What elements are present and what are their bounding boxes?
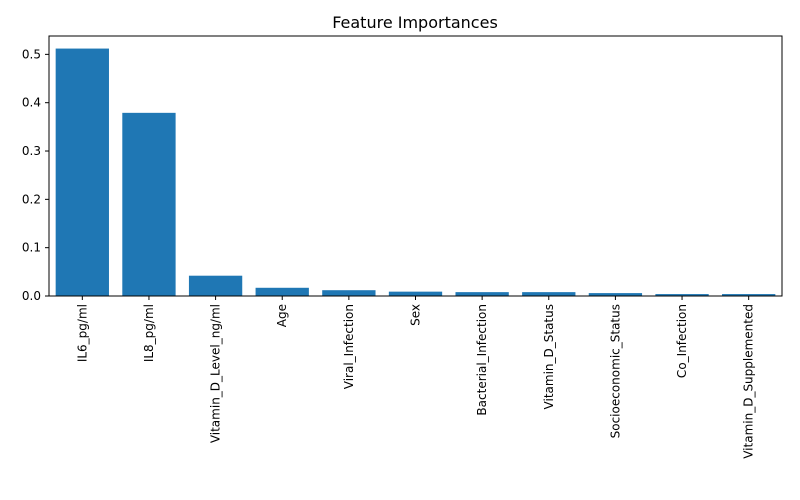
y-tick-label: 0.1 <box>22 241 41 255</box>
x-tick-label: Viral_Infection <box>342 304 356 389</box>
bar-7 <box>522 292 576 296</box>
bar-5 <box>388 291 443 296</box>
y-axis: 0.0 0.1 0.2 0.3 0.4 0.5 <box>22 47 49 303</box>
x-tick-label: IL8_pg/ml <box>142 304 156 362</box>
x-axis: IL6_pg/ml IL8_pg/ml Vitamin_D_Level_ng/ml A… <box>75 296 756 459</box>
x-tick-label: Co_Infection <box>675 304 689 378</box>
bar-4 <box>322 290 376 296</box>
bar-8 <box>588 293 643 296</box>
bar-10 <box>722 294 776 296</box>
x-tick-label: Vitamin_D_Supplemented <box>742 304 756 459</box>
x-tick-label: Vitamin_D_Status <box>542 304 556 409</box>
x-tick-label: Bacterial_Infection <box>475 304 489 416</box>
bar-0 <box>55 48 109 296</box>
bar-3 <box>255 287 309 296</box>
x-tick-label: IL6_pg/ml <box>75 304 89 362</box>
bar-9 <box>655 294 709 296</box>
x-tick-label: Age <box>275 304 289 327</box>
y-tick-label: 0.5 <box>22 47 41 61</box>
bar-1 <box>122 112 176 296</box>
bar-2 <box>188 275 243 296</box>
y-tick-label: 0.3 <box>22 144 41 158</box>
bar-6 <box>455 292 509 296</box>
x-tick-label: Vitamin_D_Level_ng/ml <box>209 304 223 443</box>
y-tick-label: 0.4 <box>22 96 41 110</box>
y-tick-label: 0.0 <box>22 289 41 303</box>
plot-frame <box>48 35 783 297</box>
bars-layer <box>55 48 776 296</box>
x-tick-label: Socioeconomic_Status <box>608 304 622 438</box>
y-tick-label: 0.2 <box>22 192 41 206</box>
chart-title: Feature Importances <box>332 13 498 32</box>
x-tick-label: Sex <box>409 304 423 326</box>
